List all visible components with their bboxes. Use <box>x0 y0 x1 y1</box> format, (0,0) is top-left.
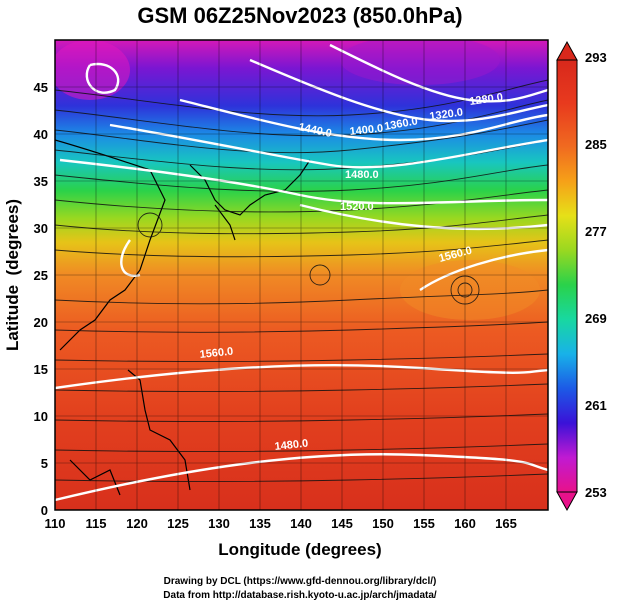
y-tick-label: 35 <box>34 174 48 189</box>
colorbar-label: 277 <box>585 224 607 239</box>
x-tick-label: 150 <box>372 516 394 531</box>
colorbar: 293 285 277 269 261 253 <box>556 40 607 512</box>
contour-labels: 1320.0 1360.0 1400.0 1440.0 1480.0 1520.… <box>297 91 503 264</box>
contour-label: 1560.0 <box>199 346 234 361</box>
x-tick-label: 115 <box>86 516 107 531</box>
x-tick-label: 130 <box>208 516 230 531</box>
colorbar-top-arrow <box>556 40 578 61</box>
x-tick-label: 145 <box>331 516 353 531</box>
credit-data: Data from http://database.rish.kyoto-u.a… <box>163 590 437 601</box>
y-tick-label: 0 <box>41 503 48 518</box>
colorbar-label: 293 <box>585 50 607 65</box>
colorbar-label: 285 <box>585 137 607 152</box>
y-tick-label: 25 <box>34 268 48 283</box>
x-tick-label: 160 <box>454 516 476 531</box>
contour-label: 1480.0 <box>274 438 309 453</box>
x-tick-label: 155 <box>413 516 435 531</box>
x-tick-label: 120 <box>126 516 148 531</box>
x-tick-label: 165 <box>495 516 517 531</box>
plot-area <box>55 40 548 510</box>
x-tick-label: 135 <box>249 516 271 531</box>
grid-lines <box>55 40 548 510</box>
y-axis-label: Latitude (degrees) <box>3 199 22 351</box>
x-tick-label: 140 <box>290 516 312 531</box>
contour-label: 1400.0 <box>349 123 384 138</box>
y-tick-label: 30 <box>34 221 48 236</box>
credit-drawing: Drawing by DCL (https://www.gfd-dennou.o… <box>164 576 437 587</box>
colorbar-label: 269 <box>585 311 607 326</box>
colorbar-scale <box>556 59 578 493</box>
streamlines <box>55 79 548 482</box>
contour-label: 1320.0 <box>429 106 464 123</box>
contour-label: 1360.0 <box>383 115 418 133</box>
contour-label: 1280.0 <box>469 91 504 108</box>
x-axis-label: Longitude (degrees) <box>218 540 381 559</box>
contour-label: 1480.0 <box>345 169 379 181</box>
x-tick-label: 125 <box>167 516 189 531</box>
y-tick-label: 45 <box>34 80 48 95</box>
colorbar-label: 261 <box>585 398 607 413</box>
y-tick-label: 40 <box>34 127 48 142</box>
contour-label: 1520.0 <box>340 201 374 213</box>
y-axis: 0 5 10 15 20 25 30 35 40 45 <box>34 80 48 518</box>
x-tick-label: 110 <box>45 516 66 531</box>
plot-frame <box>54 39 549 511</box>
y-tick-label: 15 <box>34 362 48 377</box>
chart-title: GSM 06Z25Nov2023 (850.0hPa) <box>137 3 462 28</box>
colorbar-label: 253 <box>585 485 607 500</box>
y-tick-label: 10 <box>34 409 48 424</box>
y-tick-label: 20 <box>34 315 48 330</box>
colorbar-bottom-arrow <box>556 491 578 512</box>
y-tick-label: 5 <box>41 456 48 471</box>
x-axis: 110 115 120 125 130 135 140 145 150 155 … <box>45 516 517 531</box>
